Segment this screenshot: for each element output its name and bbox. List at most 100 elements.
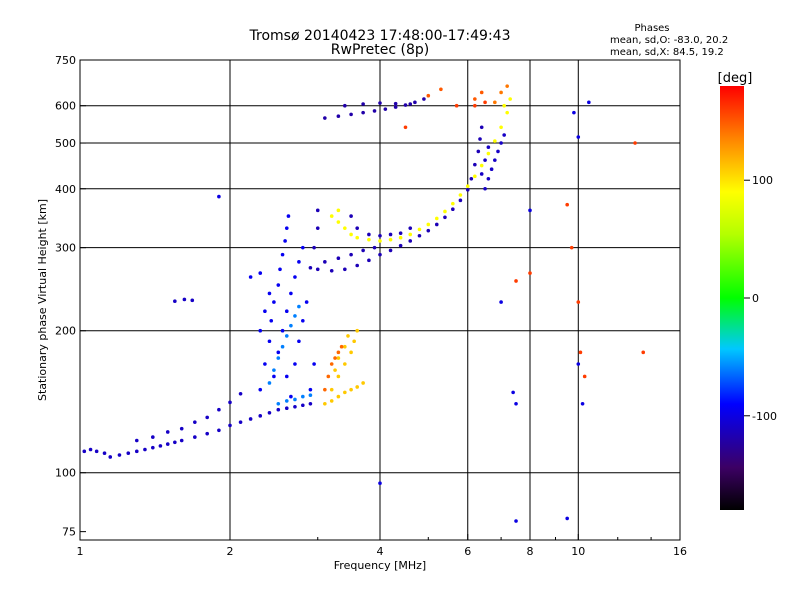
data-point bbox=[88, 447, 93, 452]
data-point bbox=[228, 423, 232, 428]
data-point bbox=[496, 149, 500, 154]
data-point bbox=[367, 232, 371, 237]
data-point bbox=[479, 163, 484, 168]
axis-ticks: 1 2 4 6 8 10 16 75 100 200 300 400 500 600 750 bbox=[55, 54, 687, 558]
data-point bbox=[493, 158, 497, 162]
data-point bbox=[336, 114, 341, 119]
colorbar-tick-label: -100 bbox=[752, 410, 777, 423]
data-point bbox=[312, 245, 316, 250]
data-point bbox=[505, 110, 509, 115]
data-point bbox=[388, 237, 393, 242]
data-point bbox=[258, 328, 263, 333]
data-point bbox=[473, 162, 477, 167]
data-point bbox=[336, 208, 341, 213]
data-point bbox=[308, 393, 313, 397]
data-point bbox=[267, 381, 272, 385]
data-point bbox=[349, 214, 353, 218]
data-point bbox=[134, 438, 139, 443]
data-point bbox=[293, 314, 297, 318]
data-point bbox=[388, 248, 393, 253]
data-point bbox=[82, 449, 87, 454]
data-point bbox=[439, 87, 443, 92]
data-point bbox=[422, 97, 426, 101]
data-point bbox=[308, 401, 313, 406]
colorbar-tick-label: 100 bbox=[752, 174, 773, 187]
data-point bbox=[217, 407, 221, 412]
data-point bbox=[258, 387, 263, 392]
data-point bbox=[258, 271, 263, 275]
data-point bbox=[267, 410, 272, 415]
data-point bbox=[478, 137, 482, 141]
data-point bbox=[508, 97, 512, 101]
data-point bbox=[333, 356, 337, 360]
data-point bbox=[272, 374, 276, 379]
y-tick-label: 500 bbox=[55, 137, 76, 150]
data-point bbox=[578, 350, 583, 355]
data-point bbox=[565, 202, 569, 207]
chart-title: Tromsø 20140423 17:48:00-17:49:43 bbox=[249, 28, 511, 44]
data-point bbox=[378, 101, 382, 105]
data-point bbox=[434, 222, 439, 227]
data-point bbox=[286, 214, 291, 218]
data-point bbox=[343, 267, 347, 272]
data-point bbox=[217, 428, 221, 433]
data-point bbox=[486, 151, 491, 156]
data-point bbox=[293, 404, 297, 409]
data-point bbox=[182, 297, 187, 302]
data-point bbox=[272, 368, 276, 372]
data-point bbox=[315, 226, 320, 230]
data-point bbox=[426, 93, 431, 98]
chart-subtitle: RwPretec (8p) bbox=[331, 42, 429, 58]
colorbar-ticks: 100 0 -100 bbox=[744, 174, 777, 423]
data-point bbox=[398, 243, 403, 248]
data-point bbox=[528, 208, 532, 213]
data-point bbox=[108, 455, 113, 459]
data-point bbox=[355, 226, 359, 230]
y-axis-label: Stationary phase Virtual Height [km] bbox=[36, 199, 49, 401]
data-point bbox=[378, 481, 382, 486]
data-point bbox=[293, 362, 297, 366]
data-point bbox=[417, 227, 422, 232]
data-point bbox=[499, 90, 503, 95]
data-point bbox=[393, 101, 398, 106]
data-point bbox=[293, 275, 297, 279]
data-point bbox=[408, 226, 413, 230]
data-point bbox=[443, 215, 447, 220]
data-point bbox=[502, 103, 506, 108]
data-point bbox=[398, 235, 403, 240]
data-point bbox=[228, 400, 232, 405]
data-point bbox=[134, 449, 139, 454]
data-point bbox=[393, 105, 398, 109]
stats-x-line: mean, sd,X: 84.5, 19.2 bbox=[610, 47, 724, 58]
data-point bbox=[280, 344, 285, 349]
data-point bbox=[572, 110, 576, 115]
data-point bbox=[378, 252, 382, 257]
data-point bbox=[165, 430, 170, 434]
data-point bbox=[284, 309, 289, 314]
data-point bbox=[323, 387, 327, 392]
data-point bbox=[329, 268, 334, 273]
data-point bbox=[451, 201, 455, 206]
data-point bbox=[355, 235, 359, 240]
data-point bbox=[308, 387, 313, 392]
data-point bbox=[486, 145, 491, 149]
data-point bbox=[576, 135, 581, 139]
data-point bbox=[323, 401, 327, 406]
data-point bbox=[388, 232, 393, 237]
data-point bbox=[323, 116, 327, 120]
data-point bbox=[426, 222, 431, 227]
data-point bbox=[293, 397, 297, 402]
data-point bbox=[473, 103, 477, 108]
x-axis-label: Frequency [MHz] bbox=[334, 559, 426, 572]
stats-o-line: mean, sd,O: -83.0, 20.2 bbox=[610, 35, 728, 46]
data-point bbox=[336, 374, 341, 379]
data-point bbox=[238, 391, 243, 396]
data-point bbox=[333, 368, 337, 372]
data-point bbox=[179, 438, 184, 443]
data-point bbox=[346, 334, 350, 338]
data-point bbox=[587, 100, 591, 105]
colorbar bbox=[720, 86, 744, 510]
data-point bbox=[217, 194, 221, 199]
y-tick-label: 600 bbox=[55, 100, 76, 113]
data-point bbox=[514, 279, 518, 283]
